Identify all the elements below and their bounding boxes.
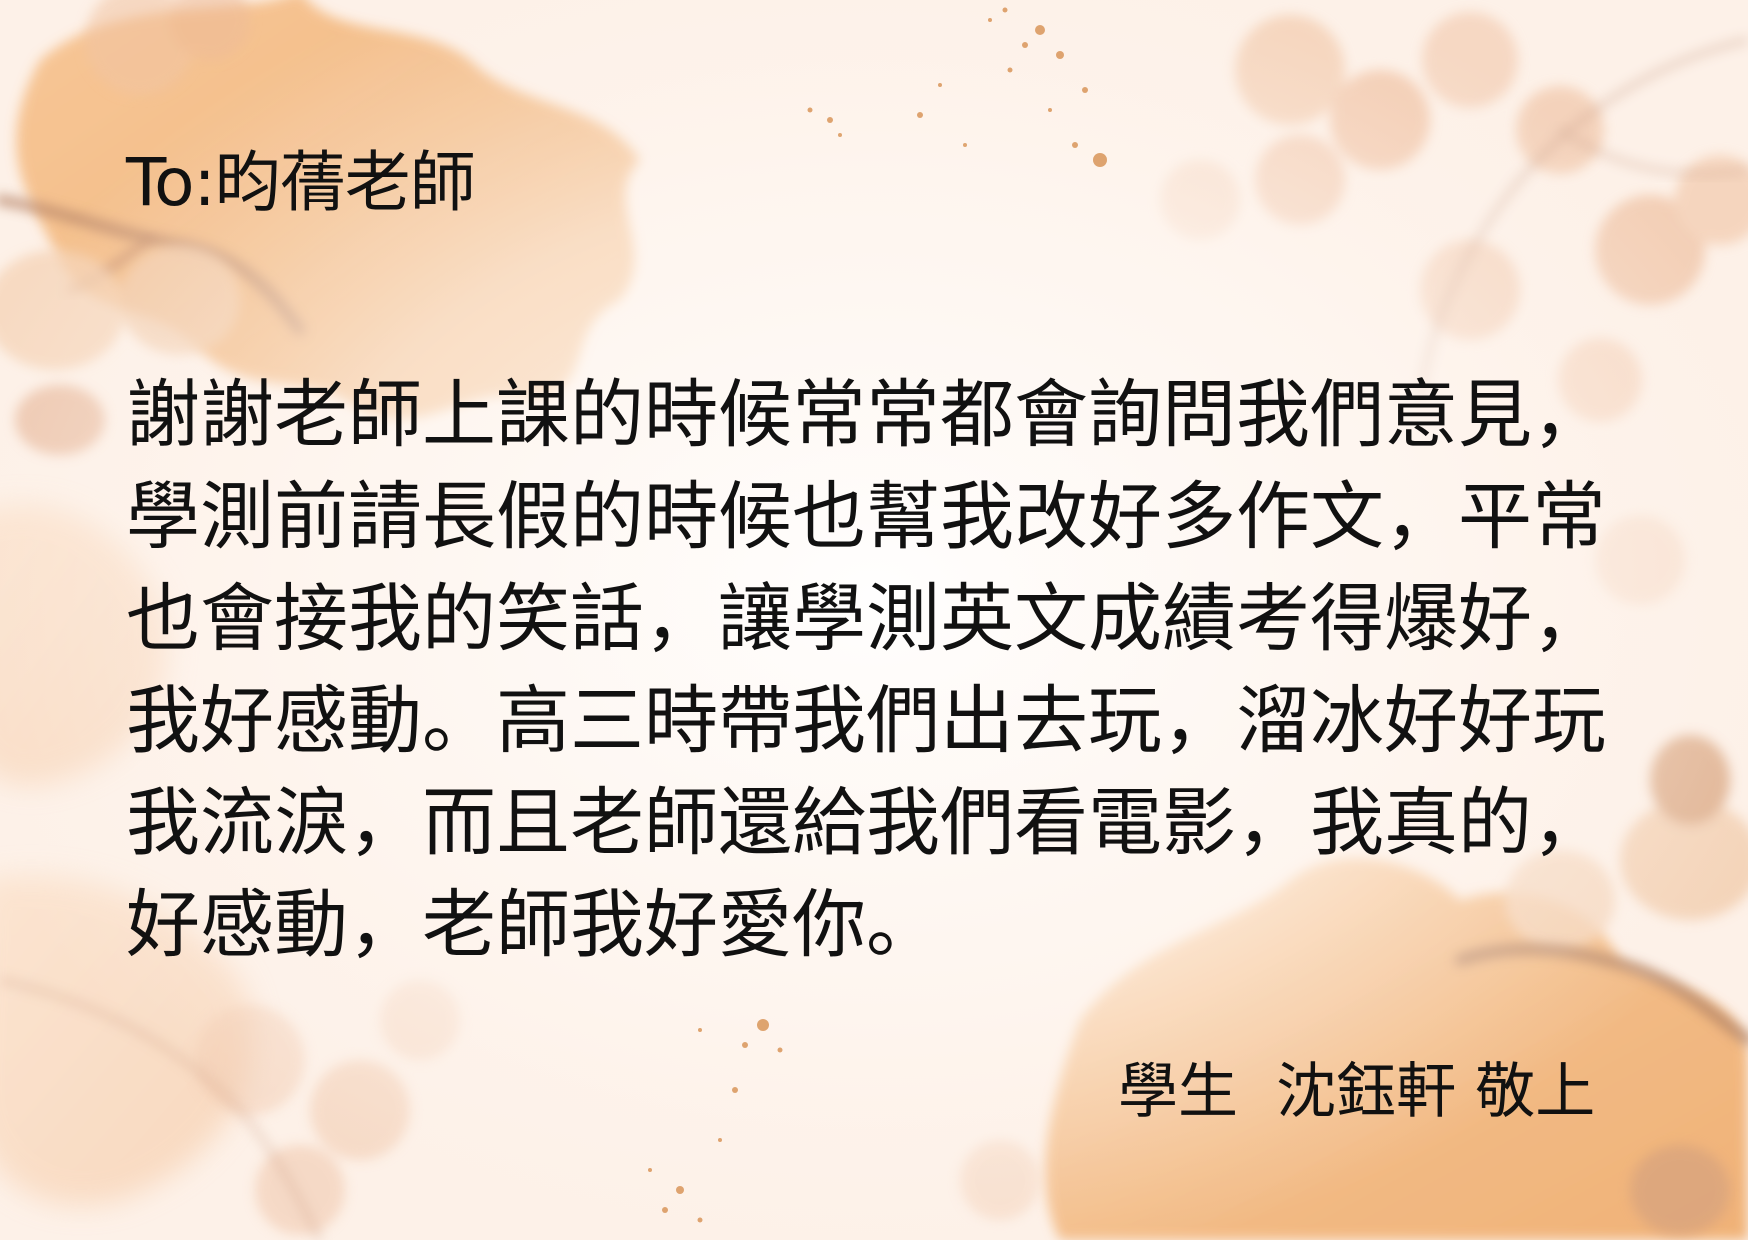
letter-line: 好感動，老師我好愛你。 [126,882,940,968]
letter-line: 學測前請長假的時候也幫我改好多作文，平常 [126,474,1606,560]
greeting: To:昀蒨老師 [126,144,476,221]
signature: 學生 沈鈺軒 敬上 [1118,1057,1596,1127]
gold-speckle-icon [648,7,1107,1223]
letter-line: 我好感動。高三時帶我們出去玩，溜冰好好玩 [126,678,1606,764]
letter-body: 謝謝老師上課的時候常常都會詢問我們意見， 學測前請長假的時候也幫我改好多作文，平… [126,364,1686,976]
letter-line: 我流淚，而且老師還給我們看電影，我真的， [126,780,1606,866]
letter-line: 也會接我的笑話，讓學測英文成績考得爆好， [126,576,1606,662]
letter-line: 謝謝老師上課的時候常常都會詢問我們意見， [126,372,1606,458]
